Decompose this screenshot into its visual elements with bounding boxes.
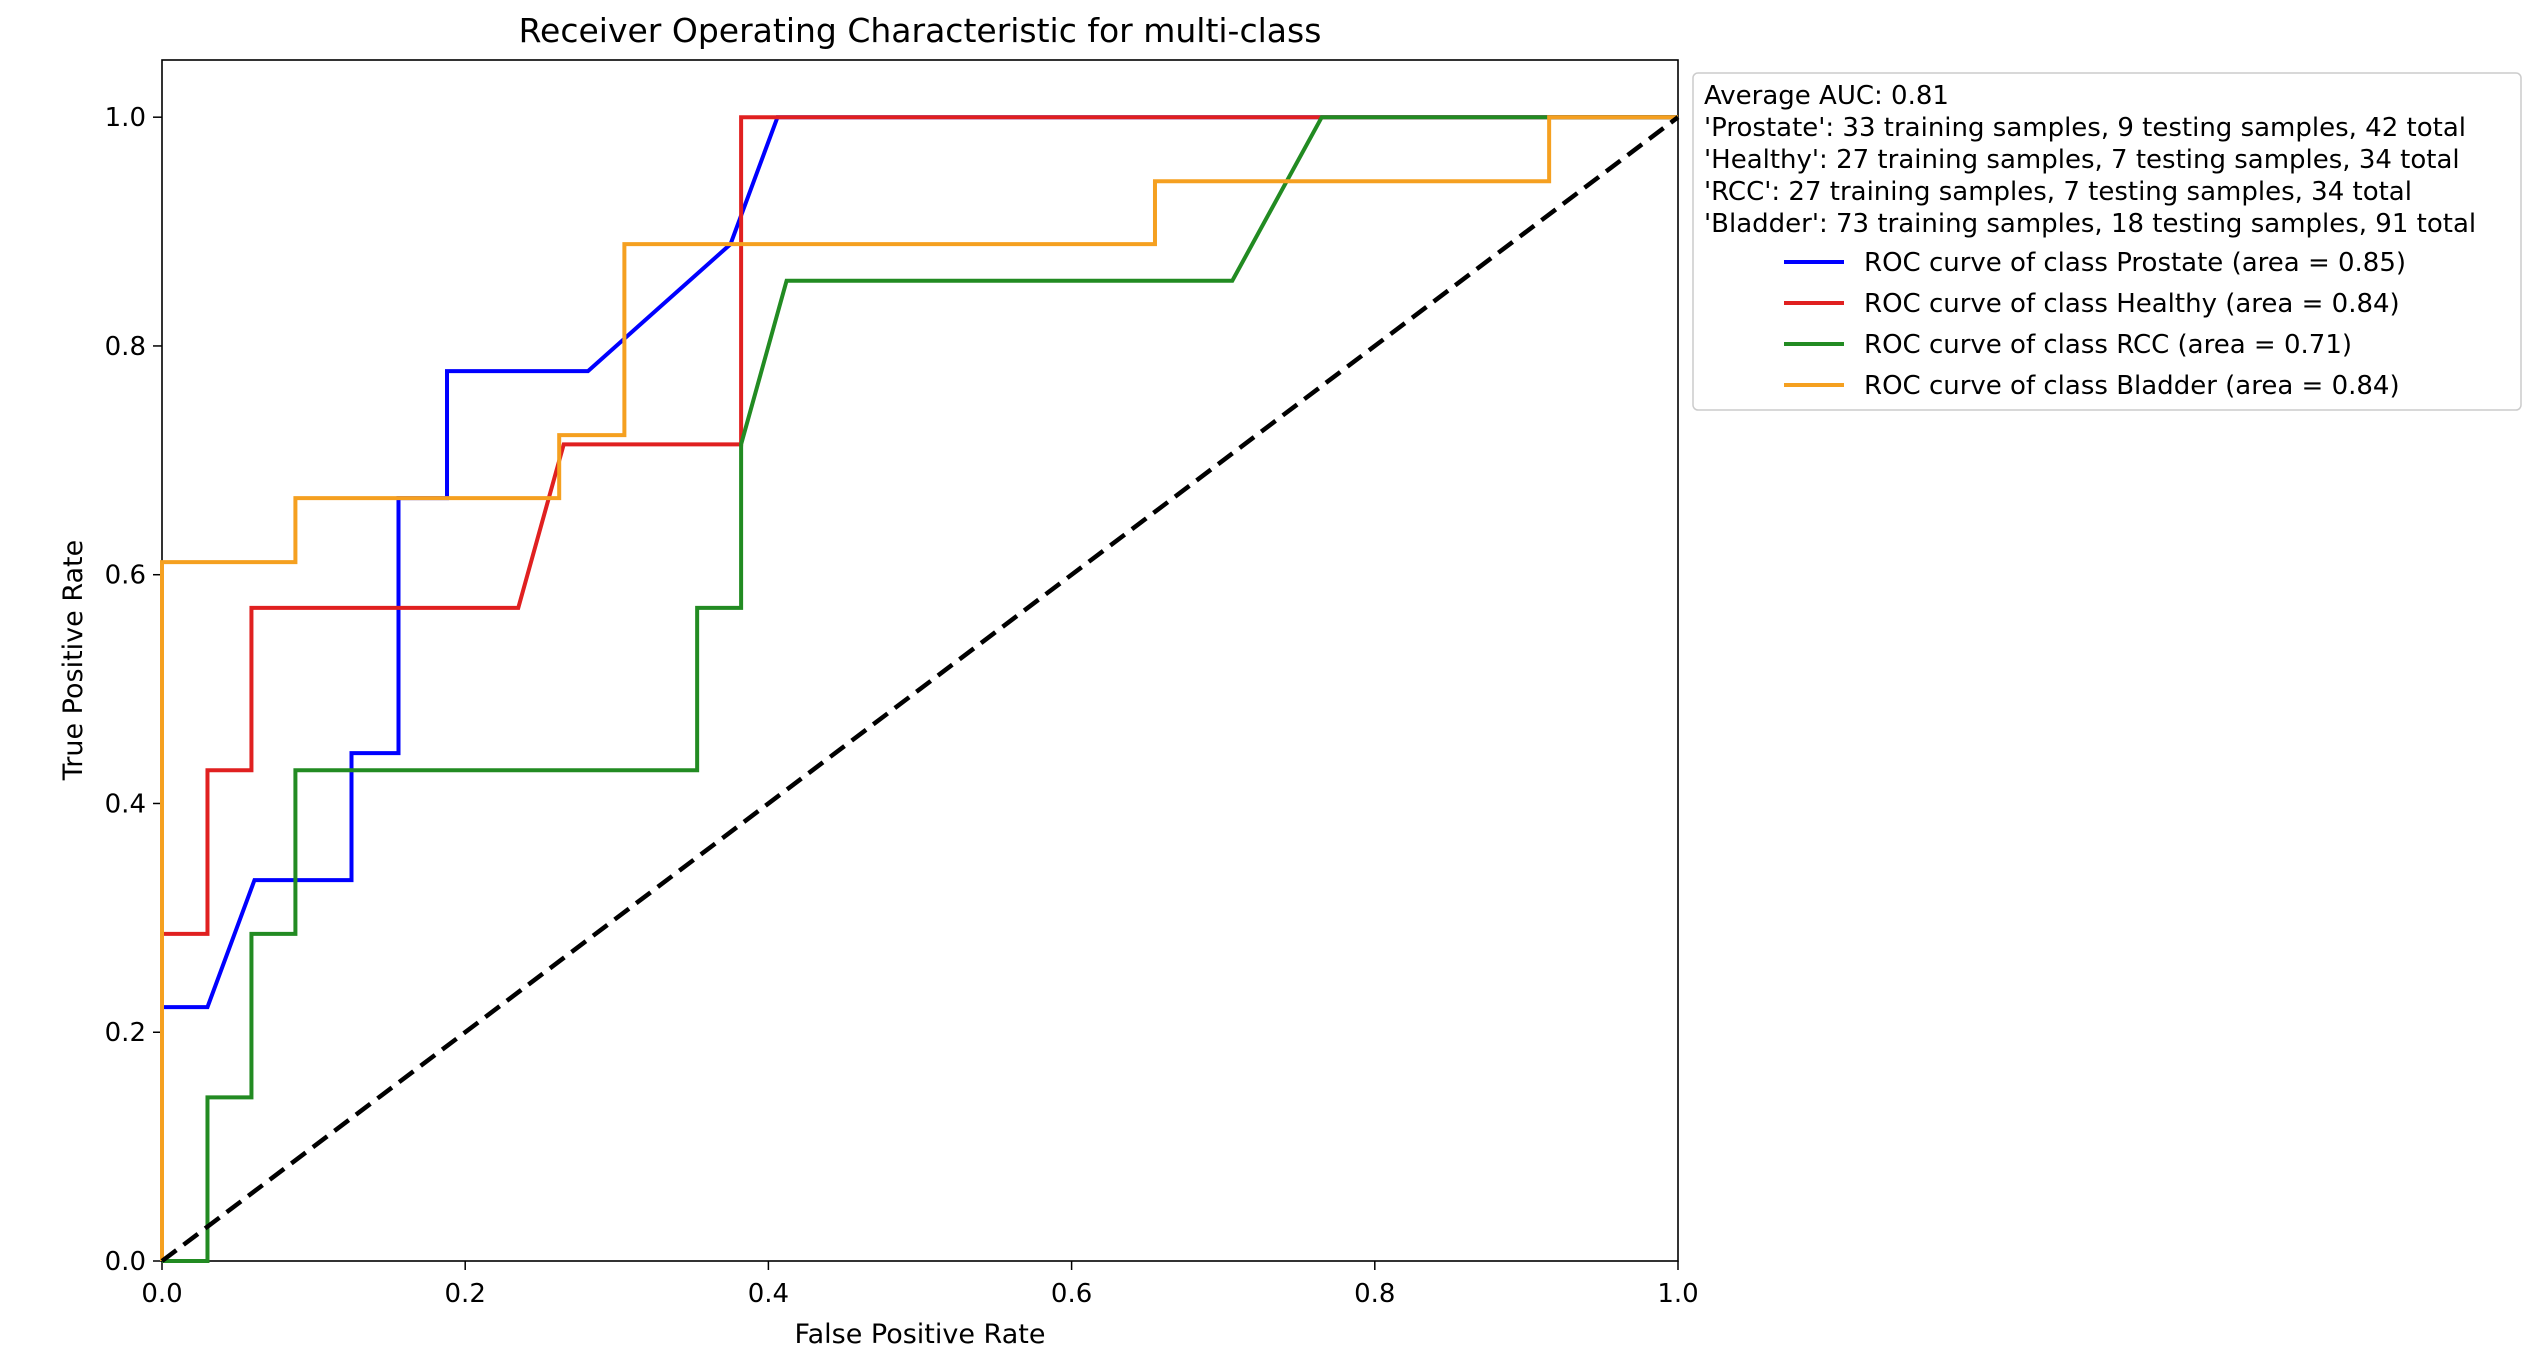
legend-box [1692,72,2522,411]
legend-entry-label: ROC curve of class Prostate (area = 0.85… [1864,248,2406,278]
series-layer [160,115,1680,1263]
x-tick-label: 0.8 [1354,1279,1395,1309]
legend-entry-label: ROC curve of class Bladder (area = 0.84) [1864,371,2400,401]
plot-frame [161,59,1679,1262]
y-tick-label: 1.0 [105,103,146,133]
x-axis-ticks: 0.0 0.2 0.4 0.6 0.8 1.0 [141,1261,1699,1309]
roc-curve-2 [162,115,1678,1263]
legend-entries: ROC curve of class Prostate (area = 0.85… [1784,248,2406,401]
x-tick-label: 0.6 [1051,1279,1092,1309]
y-tick-label: 0.0 [105,1247,146,1277]
chance-diagonal-line [160,115,1680,1263]
y-axis-label: True Positive Rate [58,540,89,782]
legend: Average AUC: 0.81'Prostate': 33 training… [1692,72,2522,411]
legend-entry-label: ROC curve of class RCC (area = 0.71) [1864,330,2352,360]
x-tick-label: 0.2 [445,1279,486,1309]
roc-curve-0 [160,115,1678,1261]
y-tick-label: 0.2 [105,1018,146,1048]
legend-header-line: 'Healthy': 27 training samples, 7 testin… [1704,145,2460,175]
y-tick-label: 0.4 [105,789,146,819]
legend-entry-label: ROC curve of class Healthy (area = 0.84) [1864,289,2400,319]
legend-header-line: Average AUC: 0.81 [1704,81,1949,111]
legend-header-line: 'Bladder': 73 training samples, 18 testi… [1704,209,2476,239]
roc-curve-1 [160,115,1678,1261]
roc-curve-3 [160,115,1678,1261]
x-axis-label: False Positive Rate [795,1319,1046,1350]
y-tick-label: 0.6 [105,561,146,591]
chart-title: Receiver Operating Characteristic for mu… [519,11,1322,50]
y-tick-label: 0.8 [105,332,146,362]
x-tick-label: 0.0 [141,1279,182,1309]
legend-header-line: 'Prostate': 33 training samples, 9 testi… [1704,113,2466,143]
x-tick-label: 1.0 [1657,1279,1698,1309]
y-axis-ticks: 0.0 0.2 0.4 0.6 0.8 1.0 [105,103,162,1277]
x-tick-label: 0.4 [748,1279,789,1309]
legend-header: Average AUC: 0.81'Prostate': 33 training… [1704,81,2476,239]
legend-header-line: 'RCC': 27 training samples, 7 testing sa… [1704,177,2412,207]
